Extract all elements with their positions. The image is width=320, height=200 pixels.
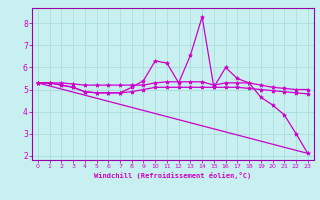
X-axis label: Windchill (Refroidissement éolien,°C): Windchill (Refroidissement éolien,°C) xyxy=(94,172,252,179)
